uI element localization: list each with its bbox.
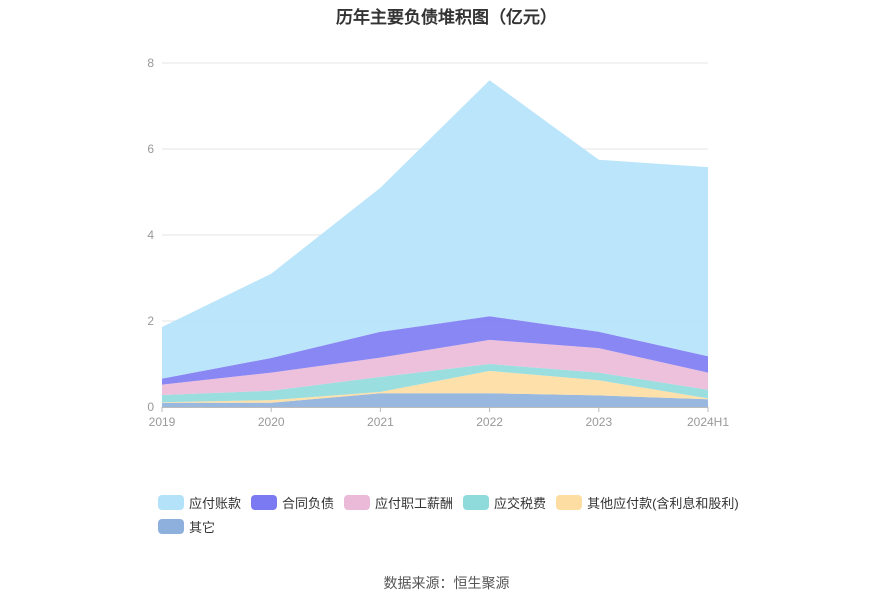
- y-tick-label: 8: [147, 56, 154, 70]
- stacked-area-chart: 0 2 4 6 8 2019 2020 2021 2022 2023 2024H1: [147, 56, 729, 429]
- legend-item[interactable]: 其他应付款(含利息和股利): [556, 494, 739, 511]
- legend-label: 应付账款: [189, 495, 242, 511]
- y-tick-label: 2: [147, 314, 154, 328]
- legend-swatch: [556, 494, 583, 510]
- x-tick-label: 2024H1: [687, 415, 729, 429]
- x-tick-label: 2019: [149, 415, 176, 429]
- y-tick-label: 6: [147, 142, 154, 156]
- legend-label: 应交税费: [494, 495, 547, 511]
- y-tick-label: 4: [147, 228, 154, 242]
- area-series: [162, 80, 708, 379]
- legend-swatch: [344, 494, 371, 510]
- area-series: [162, 370, 708, 403]
- legend-label: 其他应付款(含利息和股利): [587, 495, 739, 511]
- chart-title: 历年主要负债堆积图（亿元）: [336, 8, 557, 27]
- legend: 应付账款 合同负债 应付职工薪酬 应交税费 其他应付款(含利息和股利) 其它: [158, 494, 758, 535]
- legend-item[interactable]: 应付职工薪酬: [344, 494, 454, 511]
- legend-item[interactable]: 合同负债: [251, 494, 335, 511]
- data-source: 数据来源：恒生聚源: [383, 575, 510, 591]
- y-tick-label: 0: [147, 400, 154, 414]
- legend-item[interactable]: 应交税费: [463, 494, 547, 511]
- area-series: [162, 393, 708, 407]
- legend-swatch: [158, 518, 184, 534]
- legend-swatch: [158, 494, 184, 510]
- legend-label: 应付职工薪酬: [375, 495, 454, 511]
- legend-item[interactable]: 应付账款: [158, 494, 242, 511]
- x-tick-label: 2021: [367, 415, 394, 429]
- legend-label: 其它: [189, 519, 216, 535]
- legend-item[interactable]: 其它: [158, 518, 216, 535]
- legend-label: 合同负债: [282, 495, 335, 511]
- area-series: [162, 364, 708, 403]
- area-series: [162, 339, 708, 395]
- x-tick-label: 2023: [585, 415, 612, 429]
- legend-swatch: [251, 494, 278, 510]
- x-tick-label: 2022: [476, 415, 503, 429]
- area-series: [162, 316, 708, 385]
- legend-swatch: [463, 494, 490, 510]
- x-tick-label: 2020: [258, 415, 285, 429]
